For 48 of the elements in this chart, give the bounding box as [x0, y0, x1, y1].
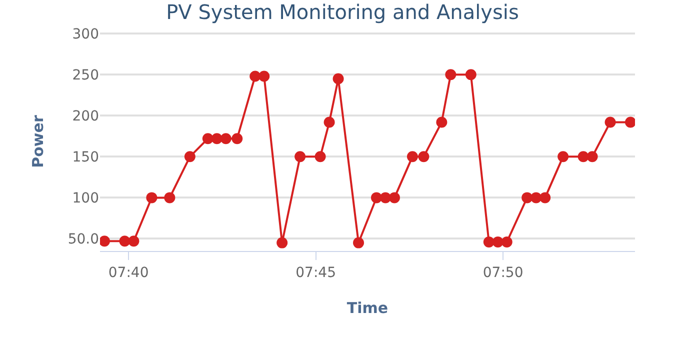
x-axis-title: Time [346, 298, 388, 317]
x-tick-label: 07:45 [296, 264, 336, 281]
point [276, 237, 288, 248]
point [558, 151, 569, 162]
point [332, 73, 344, 84]
point [294, 151, 306, 162]
point [184, 151, 196, 162]
point [465, 69, 476, 80]
point [370, 192, 382, 204]
point [492, 236, 504, 248]
point [501, 236, 512, 248]
y-tick-label: 50.0 [68, 232, 99, 248]
point [128, 236, 140, 247]
y-tick-label: 200 [72, 108, 99, 125]
x-tick-label: 07:50 [482, 264, 524, 281]
point [314, 151, 326, 162]
point [164, 192, 176, 204]
point [250, 70, 261, 82]
point [353, 237, 364, 248]
point [202, 133, 214, 144]
point [445, 69, 456, 80]
y-tick-label: 300 [72, 26, 99, 43]
point [232, 133, 243, 144]
point [540, 192, 551, 204]
point [483, 236, 494, 248]
point [220, 133, 232, 144]
point [119, 236, 130, 247]
point [406, 151, 418, 162]
y-tick-label: 150 [72, 150, 99, 166]
y-tick-label: 100 [72, 190, 99, 207]
point [100, 236, 110, 247]
chart-title: PV System Monitoring and Analysis [166, 0, 519, 24]
point [258, 70, 270, 82]
point [146, 192, 158, 204]
y-axis-title: Power [29, 114, 48, 168]
point [380, 192, 391, 204]
point [436, 116, 448, 128]
y-tick-label: 250 [72, 68, 99, 84]
point [388, 192, 400, 204]
point [530, 192, 542, 204]
point [522, 192, 533, 204]
point [604, 116, 616, 128]
point [324, 116, 335, 128]
point [211, 133, 222, 144]
point [418, 151, 430, 162]
point [625, 116, 635, 128]
point [586, 151, 598, 162]
x-tick-label: 07:40 [108, 264, 149, 281]
